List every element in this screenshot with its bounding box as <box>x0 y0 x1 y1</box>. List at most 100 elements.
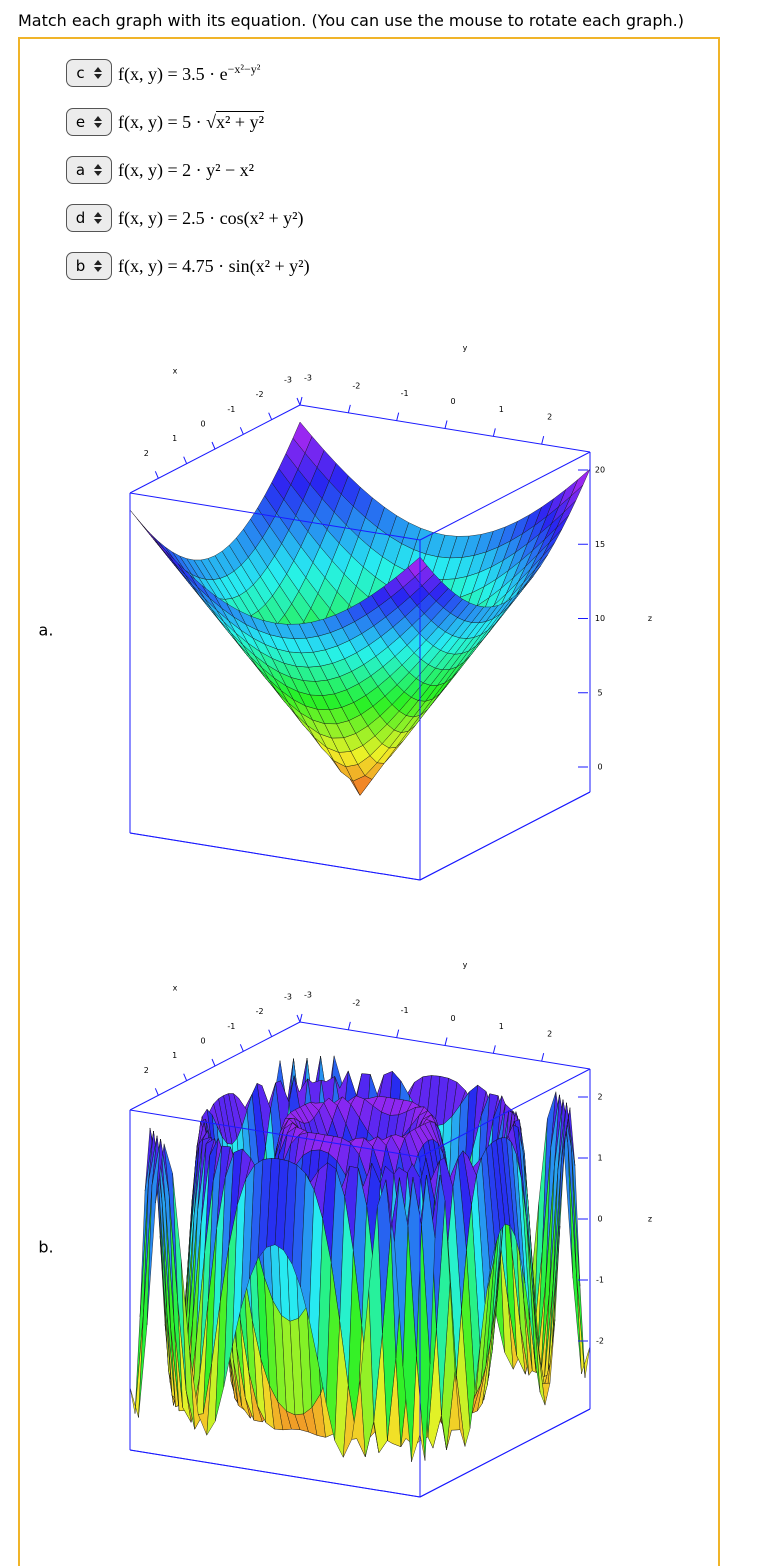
x-tick-label: -3 <box>284 993 292 1002</box>
x-tick-label: 2 <box>144 449 149 458</box>
y-tick-label: -1 <box>401 1006 409 1015</box>
tick-mark <box>299 1013 303 1023</box>
x-tick-label: -1 <box>227 405 235 414</box>
y-tick-label: 2 <box>547 413 552 422</box>
y-tick-label: -3 <box>304 991 312 1000</box>
selected-letter: b <box>75 257 86 275</box>
y-tick-label: 0 <box>450 397 455 406</box>
answer-select[interactable]: c <box>66 59 112 87</box>
z-tick-label: 2 <box>597 1093 602 1102</box>
tick-mark <box>268 412 273 420</box>
x-tick-label: -2 <box>256 1007 264 1016</box>
arrow-icon <box>94 212 103 224</box>
answer-select[interactable]: a <box>66 156 112 184</box>
match-row: c f(x, y) = 3.5 · e−x²−y² <box>66 58 260 88</box>
x-tick-label: 1 <box>172 1051 177 1060</box>
box-edge <box>129 832 421 881</box>
x-tick-label: -1 <box>227 1022 235 1031</box>
box-edge <box>129 1109 421 1158</box>
select-arrows <box>94 212 103 224</box>
equation-radicand: x² + y² <box>216 111 264 132</box>
tick-mark <box>183 456 188 464</box>
arrow-icon <box>94 260 103 272</box>
z-tick-label: -1 <box>596 1276 604 1285</box>
x-axis-title: x <box>173 984 178 993</box>
x-tick-label: 2 <box>144 1066 149 1075</box>
equation: f(x, y) = 2 · y² − x² <box>118 160 254 181</box>
equation-exponent: −x²−y² <box>227 61 261 76</box>
box-edge <box>419 1408 591 1498</box>
question-box <box>18 37 720 1566</box>
tick-mark <box>183 1073 188 1081</box>
y-axis-title: y <box>463 961 468 970</box>
box-edge <box>129 1449 421 1498</box>
box-edge <box>129 492 421 541</box>
y-tick-label: 1 <box>499 1022 504 1031</box>
z-tick-label: 20 <box>595 466 605 475</box>
arrow-icon <box>94 116 103 128</box>
equation: f(x, y) = 3.5 · e−x²−y² <box>118 62 260 85</box>
z-axis-title: z <box>648 1215 652 1224</box>
y-tick-label: -2 <box>352 998 360 1007</box>
z-tick-label: -2 <box>596 1337 604 1346</box>
tick-mark <box>211 441 216 450</box>
tick-mark <box>347 404 351 413</box>
match-row: d f(x, y) = 2.5 · cos(x² + y²) <box>66 203 304 233</box>
z-tick-label: 10 <box>595 614 605 623</box>
match-row: b f(x, y) = 4.75 · sin(x² + y²) <box>66 251 310 281</box>
answer-select[interactable]: e <box>66 108 112 136</box>
tick-mark <box>444 420 448 429</box>
selected-letter: c <box>76 64 85 82</box>
selected-letter: a <box>75 161 86 179</box>
box-edge <box>419 1068 591 1158</box>
equation-text: f(x, y) = 3.5 · e <box>118 63 228 84</box>
tick-mark <box>239 1044 244 1052</box>
z-tick-label: 5 <box>597 688 602 697</box>
tick-mark <box>211 1058 216 1067</box>
selected-letter: e <box>75 113 86 131</box>
equation: f(x, y) = 5 · √x² + y² <box>118 112 264 133</box>
y-tick-label: 1 <box>499 405 504 414</box>
y-tick-label: 0 <box>450 1014 455 1023</box>
answer-select[interactable]: b <box>66 252 112 280</box>
tick-mark <box>492 428 496 437</box>
instruction: Match each graph with its equation. (You… <box>18 11 684 30</box>
graph-label: b. <box>38 1238 53 1257</box>
select-arrows <box>94 116 103 128</box>
x-tick-label: 0 <box>200 420 205 429</box>
tick-mark <box>347 1021 351 1030</box>
equation: f(x, y) = 4.75 · sin(x² + y²) <box>118 256 310 277</box>
tick-mark <box>541 1053 545 1062</box>
tick-mark <box>154 1088 159 1096</box>
arrow-icon <box>93 67 102 79</box>
tick-mark <box>296 397 301 406</box>
equation-text: f(x, y) = 2.5 · cos(x² + y²) <box>118 207 304 228</box>
z-axis-title: z <box>648 614 652 623</box>
y-tick-label: 2 <box>547 1030 552 1039</box>
answer-select[interactable]: d <box>66 204 112 232</box>
tick-mark <box>396 412 400 421</box>
tick-mark <box>541 436 545 445</box>
x-tick-label: -3 <box>284 376 292 385</box>
equation-text: f(x, y) = 4.75 · sin(x² + y²) <box>118 255 310 276</box>
z-tick-label: 1 <box>597 1154 602 1163</box>
tick-mark <box>396 1029 400 1038</box>
match-row: e f(x, y) = 5 · √x² + y² <box>66 107 264 137</box>
select-arrows <box>94 260 103 272</box>
match-row: a f(x, y) = 2 · y² − x² <box>66 155 254 185</box>
tick-mark <box>444 1037 448 1046</box>
surface-facet <box>141 524 162 549</box>
tick-mark <box>492 1045 496 1054</box>
select-arrows <box>93 67 102 79</box>
y-tick-label: -3 <box>304 374 312 383</box>
box-edge <box>419 451 591 541</box>
y-axis-title: y <box>463 344 468 353</box>
x-axis-title: x <box>173 367 178 376</box>
tick-mark <box>296 1014 301 1023</box>
tick-mark <box>154 471 159 479</box>
graph-label: a. <box>39 621 54 640</box>
z-tick-label: 0 <box>597 763 602 772</box>
tick-mark <box>239 427 244 435</box>
surface-facet <box>154 538 174 563</box>
